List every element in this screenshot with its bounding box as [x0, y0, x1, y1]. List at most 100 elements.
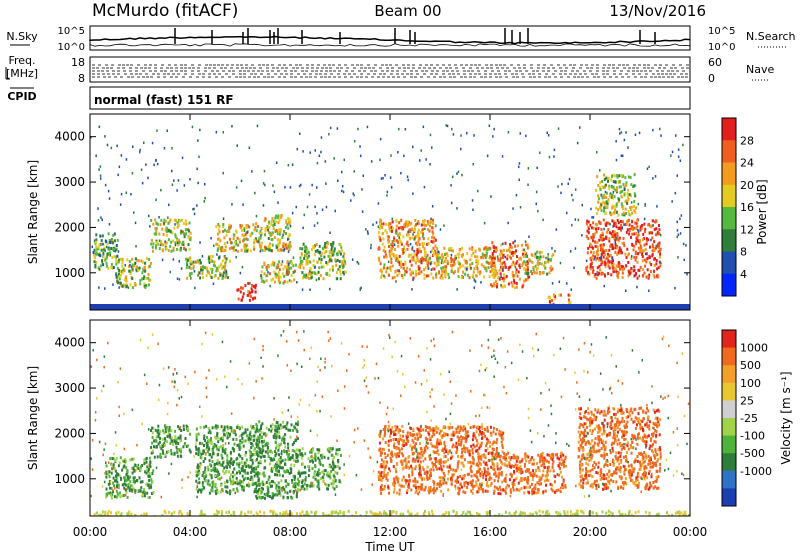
echo-cell — [427, 254, 429, 257]
echo-cell — [274, 473, 276, 476]
echo-cell — [309, 193, 311, 196]
echo-cell — [222, 259, 224, 262]
echo-cell — [195, 433, 197, 436]
echo-cell — [299, 475, 301, 478]
echo-cell — [378, 248, 380, 251]
echo-cell — [308, 277, 310, 280]
echo-cell — [257, 479, 259, 482]
echo-cell — [290, 436, 292, 439]
echo-cell — [218, 461, 220, 464]
echo-cell — [477, 262, 479, 265]
echo-cell — [280, 424, 282, 427]
echo-cell — [155, 439, 157, 442]
nsky-tick-bottom-left: 10^0 — [58, 42, 85, 53]
echo-cell — [102, 219, 104, 222]
echo-cell — [637, 277, 639, 280]
echo-cell — [579, 126, 581, 129]
echo-cell — [267, 229, 269, 232]
echo-cell — [262, 455, 264, 458]
echo-cell — [153, 491, 155, 494]
echo-cell — [523, 267, 525, 270]
echo-cell — [633, 248, 635, 251]
echo-cell — [431, 226, 433, 229]
echo-cell — [146, 257, 148, 260]
echo-cell — [604, 263, 606, 266]
echo-cell — [602, 245, 604, 248]
echo-cell — [301, 485, 303, 488]
echo-cell — [312, 449, 314, 452]
echo-cell — [297, 423, 299, 426]
echo-cell — [649, 256, 651, 259]
echo-cell — [547, 260, 549, 263]
echo-cell — [529, 276, 531, 279]
echo-cell — [329, 473, 331, 476]
echo-cell — [166, 242, 168, 245]
echo-cell — [226, 466, 228, 469]
echo-cell — [408, 255, 410, 258]
echo-cell — [342, 185, 344, 188]
echo-cell — [141, 169, 143, 172]
echo-cell — [243, 445, 245, 448]
echo-cell — [256, 484, 258, 487]
echo-cell — [287, 455, 289, 458]
echo-cell — [476, 255, 478, 258]
echo-cell — [113, 484, 115, 487]
echo-cell — [329, 450, 331, 453]
echo-cell — [343, 252, 345, 255]
echo-cell — [586, 222, 588, 225]
echo-cell — [472, 209, 474, 212]
echo-cell — [548, 258, 550, 261]
echo-cell — [144, 266, 146, 269]
echo-cell — [264, 219, 266, 222]
echo-cell — [332, 468, 334, 471]
echo-cell — [162, 259, 164, 262]
echo-cell — [242, 239, 244, 242]
echo-cell — [267, 486, 269, 489]
echo-cell — [454, 270, 456, 273]
echo-cell — [251, 287, 253, 290]
echo-cell — [680, 232, 682, 235]
echo-cell — [240, 290, 242, 293]
echo-cell — [227, 437, 229, 440]
echo-cell — [499, 278, 501, 281]
echo-cell — [242, 296, 244, 299]
echo-cell — [268, 428, 270, 431]
echo-cell — [246, 250, 248, 253]
echo-cell — [398, 272, 400, 275]
echo-cell — [114, 459, 116, 462]
echo-cell — [305, 471, 307, 474]
echo-cell — [411, 288, 413, 291]
echo-cell — [588, 227, 590, 230]
echo-cell — [596, 212, 598, 215]
echo-cell — [241, 441, 243, 444]
echo-cell — [193, 265, 195, 268]
echo-cell — [608, 187, 610, 190]
echo-cell — [296, 281, 298, 284]
echo-cell — [95, 245, 97, 248]
echo-cell — [166, 234, 168, 237]
echo-cell — [136, 479, 138, 482]
echo-cell — [457, 476, 459, 479]
echo-cell — [470, 267, 472, 270]
echo-cell — [655, 233, 657, 236]
echo-cell — [435, 276, 437, 279]
echo-cell — [236, 487, 238, 490]
echo-cell — [243, 486, 245, 489]
echo-cell — [607, 260, 609, 263]
echo-cell — [421, 257, 423, 260]
nsearch-label: N.Search — [746, 30, 796, 43]
echo-cell — [568, 298, 570, 301]
echo-cell — [592, 221, 594, 224]
echo-cell — [599, 206, 601, 209]
echo-cell — [261, 440, 263, 443]
echo-cell — [206, 274, 208, 277]
echo-cell — [539, 152, 541, 155]
echo-cell — [422, 235, 424, 238]
echo-cell — [595, 223, 597, 226]
echo-cell — [605, 212, 607, 215]
echo-cell — [332, 462, 334, 465]
echo-cell — [398, 128, 400, 130]
echo-cell — [231, 203, 233, 206]
echo-cell — [219, 238, 221, 241]
echo-cell — [407, 248, 409, 251]
